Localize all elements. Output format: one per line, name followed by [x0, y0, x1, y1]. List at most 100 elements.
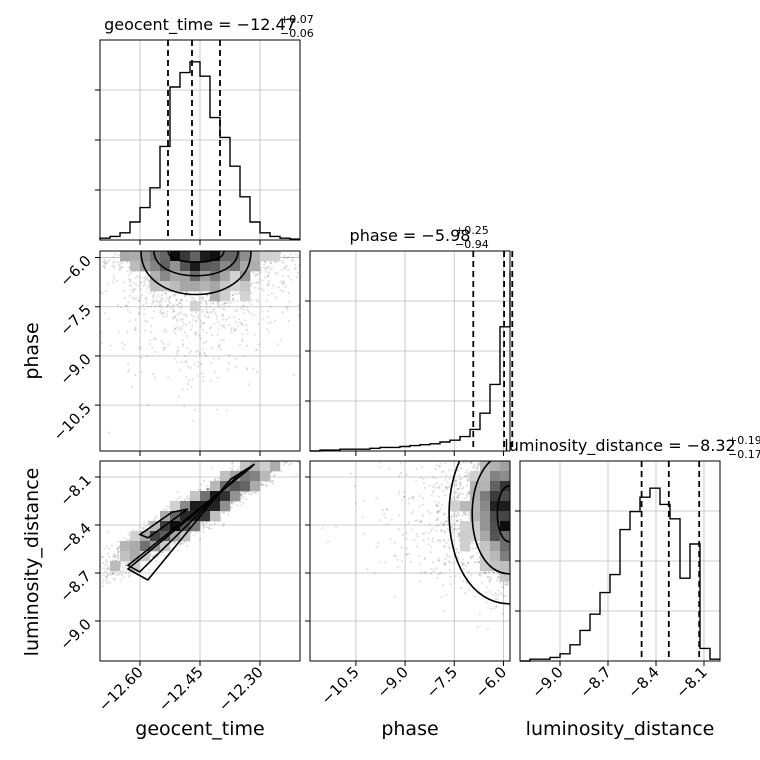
sample-point: [201, 524, 204, 527]
sample-point: [242, 312, 245, 315]
sample-point: [106, 581, 109, 585]
sample-point: [107, 573, 110, 576]
sample-point: [206, 488, 210, 491]
sample-point: [183, 295, 186, 298]
sample-point: [230, 328, 233, 331]
sample-point: [286, 257, 289, 260]
density-cell: [210, 261, 221, 272]
sample-point: [216, 320, 219, 323]
sample-point: [143, 308, 146, 311]
sample-point: [226, 513, 230, 516]
density-cell: [180, 281, 191, 292]
sample-point: [128, 320, 131, 323]
sample-point: [180, 304, 184, 307]
sample-point: [222, 524, 225, 527]
sample-point: [150, 324, 153, 328]
sample-point: [270, 471, 273, 474]
sample-point: [206, 311, 209, 314]
panel-title-phase-plus: +0.25: [455, 224, 489, 237]
sample-point: [176, 549, 179, 552]
sample-point: [295, 458, 297, 460]
sample-point: [146, 305, 149, 308]
sample-point: [254, 349, 257, 352]
panel-title-luminosity-distance-plus: +0.19: [728, 434, 760, 447]
sample-point: [218, 323, 221, 326]
sample-point: [202, 530, 205, 534]
sample-point: [285, 265, 288, 268]
sample-point: [297, 254, 300, 257]
sample-point: [128, 284, 131, 287]
sample-point: [295, 445, 297, 447]
sample-point: [263, 260, 266, 264]
sample-point: [301, 462, 303, 464]
sample-point: [180, 542, 183, 545]
sample-point: [267, 281, 270, 284]
sample-point: [104, 559, 107, 562]
sample-point: [192, 296, 195, 299]
sample-point: [177, 328, 180, 331]
sample-point: [93, 283, 95, 285]
sample-point: [119, 564, 123, 567]
sample-point: [120, 266, 123, 269]
sample-point: [181, 339, 184, 342]
sample-point: [267, 309, 270, 313]
sample-point: [246, 490, 249, 493]
sample-point: [203, 351, 206, 354]
sample-point: [191, 419, 194, 423]
sample-point: [240, 494, 243, 497]
sample-point: [223, 522, 226, 526]
tick-label-x: −12.45: [155, 663, 207, 715]
density-cell: [250, 461, 261, 472]
sample-point: [202, 523, 206, 526]
sample-point: [232, 299, 236, 303]
sample-point: [78, 288, 80, 290]
sample-point: [164, 292, 167, 295]
sample-point: [287, 275, 290, 278]
sample-point: [263, 268, 266, 271]
sample-point: [217, 357, 220, 360]
xlabel-phase: phase: [381, 718, 438, 740]
sample-point: [149, 305, 152, 308]
sample-point: [216, 333, 219, 336]
sample-point: [174, 541, 177, 544]
sample-point: [102, 574, 105, 577]
sample-point: [236, 468, 239, 471]
sample-point: [307, 257, 309, 259]
sample-point: [110, 544, 114, 547]
sample-point: [201, 296, 204, 300]
sample-point: [210, 379, 213, 382]
density-cell: [240, 281, 251, 292]
density-cell: [170, 251, 181, 262]
sample-point: [184, 376, 187, 379]
sample-point: [127, 533, 130, 537]
sample-point: [198, 297, 201, 300]
sample-point: [190, 385, 193, 389]
sample-point: [67, 260, 69, 262]
sample-point: [199, 488, 202, 491]
sample-point: [281, 311, 284, 314]
sample-point: [210, 302, 214, 305]
sample-point: [206, 487, 209, 491]
sample-point: [182, 321, 185, 324]
sample-point: [302, 456, 304, 458]
sample-point: [112, 274, 116, 277]
sample-point: [213, 522, 216, 525]
sample-point: [261, 310, 264, 313]
sample-point: [222, 318, 225, 321]
sample-point: [193, 408, 197, 411]
sample-point: [200, 299, 204, 302]
sample-point: [194, 333, 197, 336]
panel-title-geocent-time-minus: −0.06: [280, 27, 314, 40]
sample-point: [176, 320, 179, 323]
sample-point: [212, 357, 216, 360]
density-cell: [270, 461, 281, 472]
sample-point: [321, 435, 323, 437]
contour-level-2: [153, 251, 239, 277]
sample-point: [251, 367, 255, 370]
sample-point: [142, 526, 146, 530]
sample-point: [100, 341, 104, 344]
sample-point: [200, 301, 203, 304]
sample-point: [311, 443, 313, 445]
sample-point: [267, 294, 270, 297]
sample-point: [202, 527, 205, 530]
